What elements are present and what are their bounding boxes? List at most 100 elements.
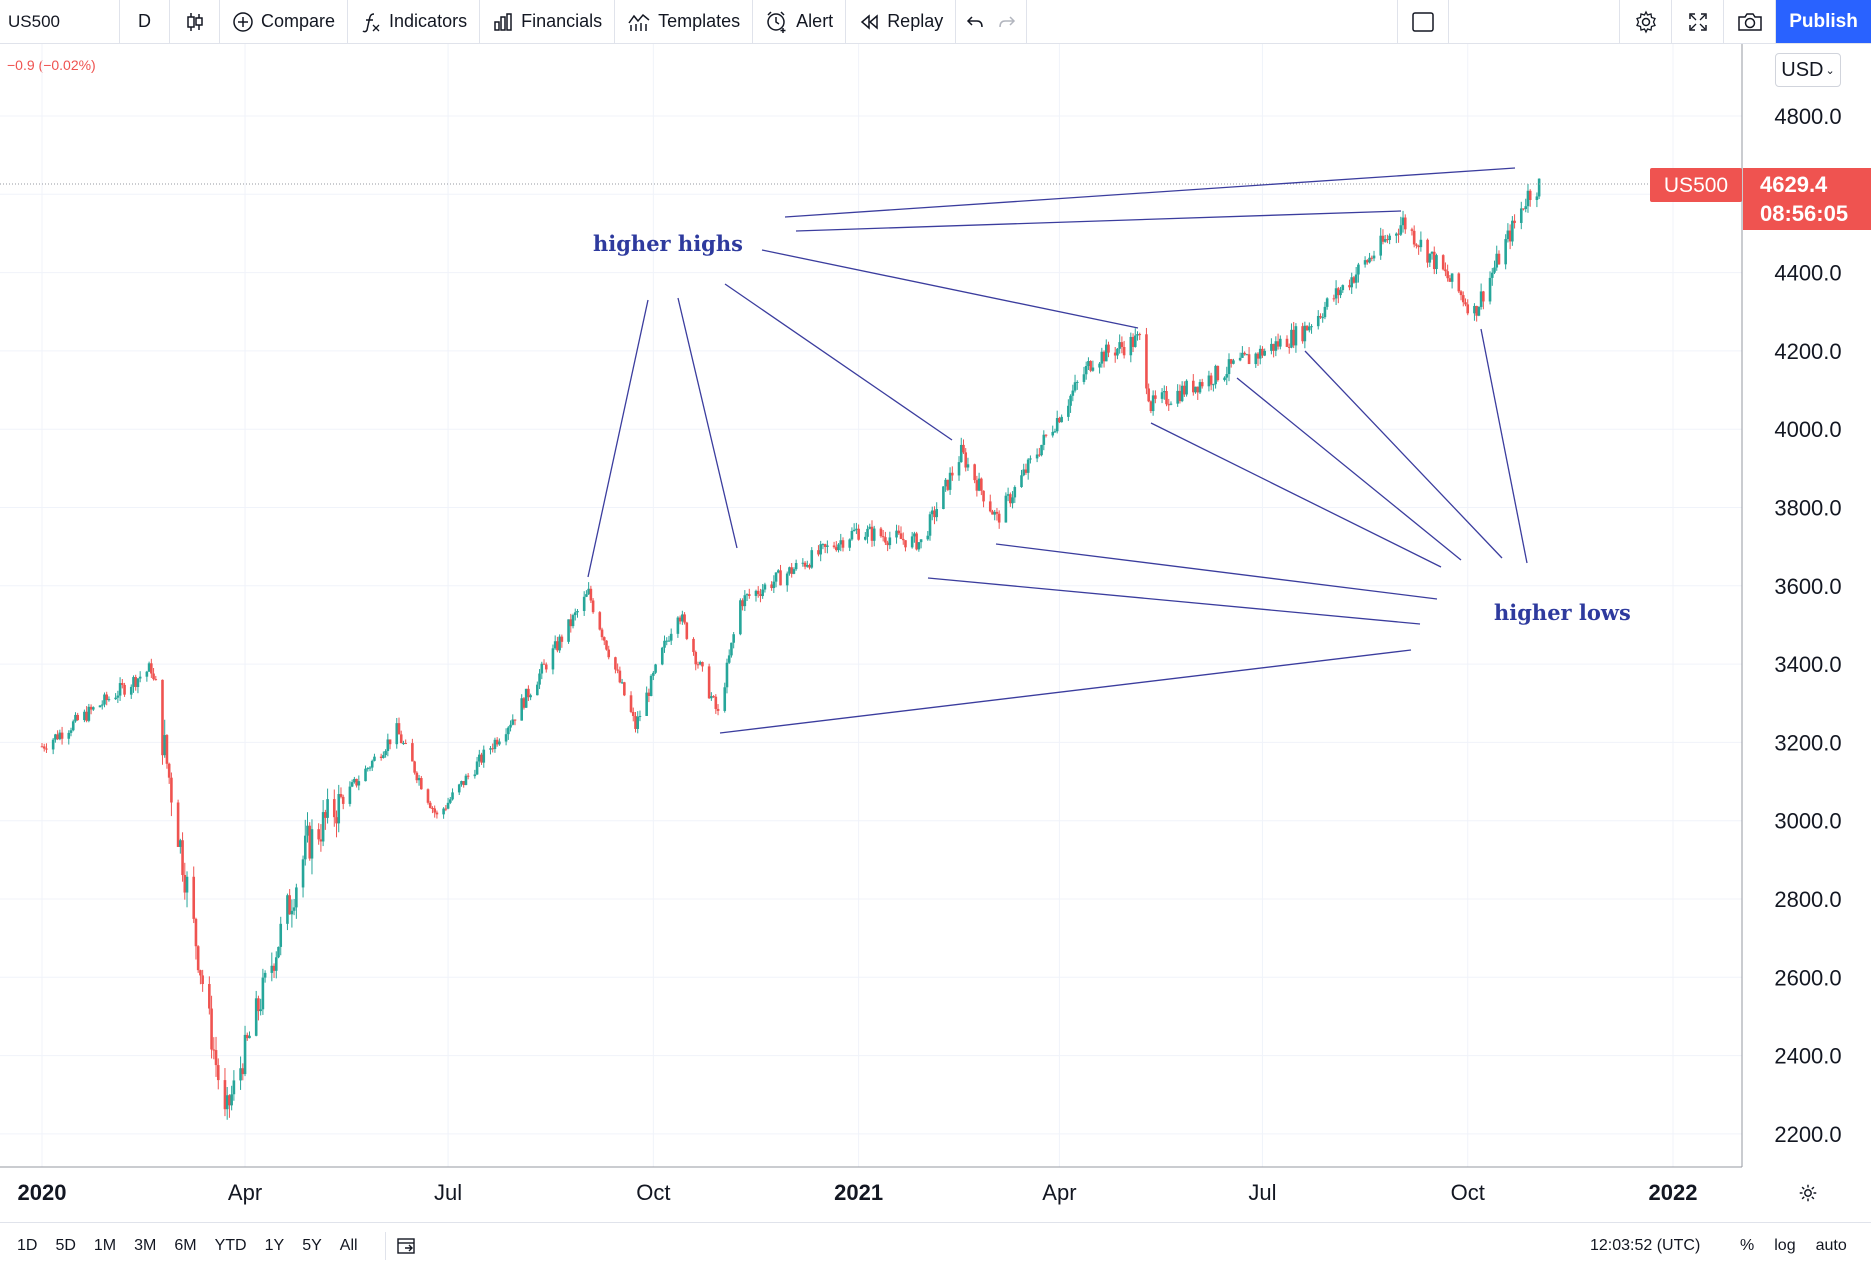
candle-body [98,705,102,708]
candle-body [1270,343,1273,351]
candle-body [397,723,401,735]
snapshot-button[interactable] [1724,0,1776,43]
undo-icon[interactable] [964,11,986,33]
price-tick-label: 3000.0 [1774,809,1841,834]
indicators-button[interactable]: Indicators [348,0,481,43]
trend-annotations: higher highs higher lows [0,167,1742,734]
candle-body [83,711,86,721]
range-button-5d[interactable]: 5D [55,1237,76,1254]
candle-body [192,876,196,919]
currency-selector[interactable]: USD ⌄ [1775,53,1841,87]
chart-canvas[interactable]: higher highs higher lows 4800.04600.0440… [0,44,1871,1222]
financials-button[interactable]: Financials [480,0,616,43]
candle-body [1366,260,1369,263]
candle-body [1138,334,1142,336]
candle-body [404,743,407,745]
chart-type-button[interactable] [170,0,220,43]
utc-clock[interactable]: 12:03:52 (UTC) [1590,1237,1701,1254]
fullscreen-button[interactable] [1672,0,1724,43]
candle-body [85,711,88,721]
function-icon [362,12,380,32]
range-button-1m[interactable]: 1M [93,1237,117,1254]
hh-line-3[interactable] [724,283,953,441]
candle-body [1113,352,1117,356]
redo-icon[interactable] [996,11,1018,33]
candle-body [288,895,291,915]
compare-button[interactable]: Compare [220,0,349,43]
hh-line-1[interactable] [587,299,649,578]
hh-line-2[interactable] [677,297,738,549]
higher-lows-label[interactable]: higher lows [1494,600,1631,625]
settings-button[interactable] [1620,0,1672,43]
candle-body [87,706,91,721]
candle-body [1229,359,1233,364]
candle-body [176,802,180,847]
candle-body [942,486,945,510]
candle-body [756,590,760,595]
candle-body [913,533,916,537]
candle-body [310,829,314,859]
price-tick-label: 3200.0 [1774,730,1841,755]
candle-body [685,622,689,639]
candle-body [1009,494,1012,504]
candle-body [431,807,434,809]
candle-body [964,452,968,468]
candle-body [482,749,486,763]
range-button-6m[interactable]: 6M [174,1237,197,1254]
candle-body [1370,257,1374,259]
range-button-all[interactable]: All [339,1237,358,1254]
axis-settings-button[interactable] [1797,1182,1819,1209]
candle-body [973,464,976,481]
auto-scale-toggle[interactable]: auto [1815,1237,1847,1254]
chart-grid [0,44,1742,1167]
candle-body [1129,336,1133,356]
price-tick-label: 3800.0 [1774,496,1841,521]
candle-body [216,1065,220,1081]
higher-highs-label[interactable]: higher highs [593,231,743,256]
hh-line-4[interactable] [761,249,1139,329]
candle-body [696,664,700,666]
hl-line-6[interactable] [1304,350,1503,559]
candle-body [100,704,104,706]
candle-body [957,462,961,476]
candle-body [785,573,789,586]
candle-body [181,840,184,876]
range-button-1y[interactable]: 1Y [264,1237,285,1254]
range-button-ytd[interactable]: YTD [214,1237,247,1254]
candle-body [701,662,704,667]
symbol-search[interactable]: US500 [0,0,120,43]
hl-line-3[interactable] [995,543,1438,600]
go-to-date-button[interactable] [384,1232,428,1260]
hh-line-6[interactable] [784,167,1516,218]
candle-body [341,796,345,804]
replay-button[interactable]: Replay [846,0,957,43]
log-scale-toggle[interactable]: log [1774,1237,1796,1254]
candle-body [895,530,898,538]
layout-button[interactable] [1397,0,1449,43]
percent-scale-toggle[interactable]: % [1740,1237,1755,1254]
candle-body [76,714,79,721]
hl-line-5[interactable] [1236,377,1462,561]
hl-line-4[interactable] [1150,422,1442,568]
hh-line-5[interactable] [795,210,1402,232]
time-scale[interactable]: 2020 Apr Jul Oct 2021 Apr Jul Oct 2022 [0,1166,1742,1205]
candle-body [1241,352,1244,358]
candle-body [817,550,820,555]
range-button-5y[interactable]: 5Y [302,1237,322,1254]
publish-button[interactable]: Publish [1776,0,1871,43]
hl-line-2[interactable] [927,577,1421,625]
candle-body [114,697,117,700]
hl-line-1[interactable] [719,649,1412,734]
templates-button[interactable]: Templates [615,0,754,43]
time-tick-label: Oct [1451,1180,1485,1205]
range-button-1d[interactable]: 1D [17,1237,38,1254]
templates-label: Templates [658,11,741,31]
candle-body [442,808,445,815]
candle-body [179,840,182,847]
candle-body [841,540,845,548]
range-button-3m[interactable]: 3M [134,1237,157,1254]
candle-body [553,641,557,649]
hl-line-7[interactable] [1480,328,1528,564]
interval-button[interactable]: D [120,0,170,43]
alert-button[interactable]: Alert [753,0,847,43]
